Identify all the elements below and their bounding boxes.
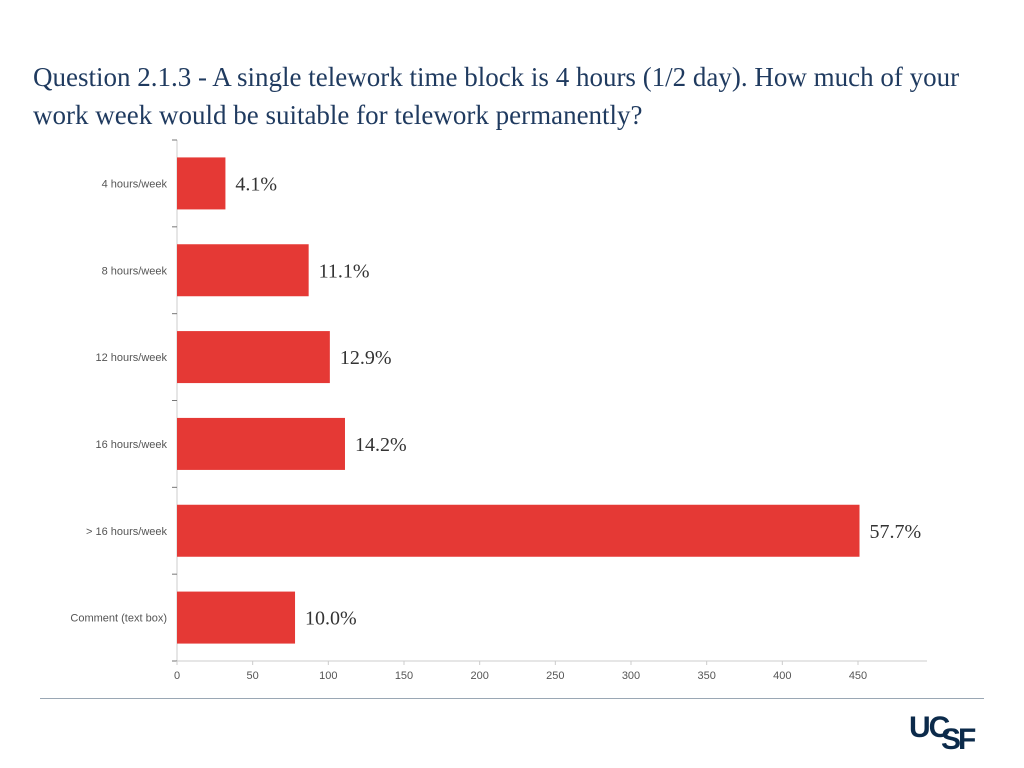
data-label: 14.2%: [355, 434, 407, 456]
x-tick-label: 200: [470, 670, 488, 682]
x-tick-label: 50: [247, 670, 259, 682]
data-label: 57.7%: [870, 521, 922, 543]
footer-divider: [40, 698, 984, 699]
bar: [177, 417, 345, 470]
bar: [177, 331, 330, 384]
category-label: 16 hours/week: [95, 439, 167, 451]
category-label: Comment (text box): [70, 613, 167, 625]
bar: [177, 591, 296, 644]
bar: [177, 504, 860, 557]
data-label: 4.1%: [235, 173, 277, 195]
x-tick-label: 250: [546, 670, 564, 682]
bar: [177, 157, 226, 210]
x-tick-label: 350: [697, 670, 715, 682]
x-tick-label: 150: [395, 670, 413, 682]
category-label: 4 hours/week: [102, 178, 168, 190]
x-tick-label: 300: [622, 670, 640, 682]
x-tick-label: 0: [174, 670, 180, 682]
x-tick-label: 450: [849, 670, 867, 682]
data-label: 11.1%: [319, 260, 370, 282]
ucsf-logo: UC SF: [909, 711, 989, 756]
data-label: 12.9%: [340, 347, 392, 369]
category-label: 12 hours/week: [95, 352, 167, 364]
logo-text-uc: UC: [909, 711, 950, 744]
data-label: 10.0%: [305, 608, 357, 630]
x-tick-label: 400: [773, 670, 791, 682]
x-tick-label: 100: [319, 670, 337, 682]
logo-text-sf: SF: [941, 723, 976, 756]
bar: [177, 244, 309, 297]
slide-title: Question 2.1.3 - A single telework time …: [33, 62, 960, 130]
category-label: 8 hours/week: [102, 265, 168, 277]
category-label: > 16 hours/week: [86, 526, 168, 538]
